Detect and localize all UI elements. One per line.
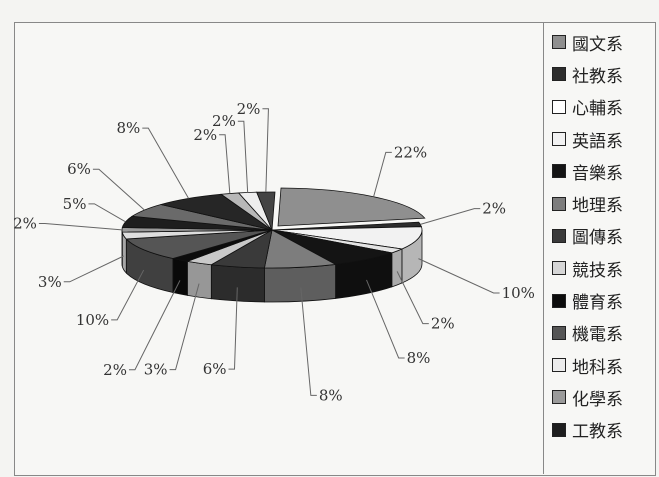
pie-slice-side [186,260,212,300]
pie-data-label: 5% [63,195,87,213]
legend-item: 音樂系 [552,155,656,187]
pie-data-label: 2% [103,361,127,379]
pie-data-label: 22% [394,143,427,161]
pie-data-label: 2% [482,200,506,218]
pie-data-label: 10% [76,311,109,329]
legend-label: 音樂系 [572,163,623,184]
legend-label: 國文系 [572,34,623,55]
leader-line [38,222,123,231]
pie-data-label: 10% [502,284,535,302]
leader-line [111,269,145,321]
legend-item: 地科系 [552,349,656,381]
legend-swatch [552,196,566,211]
pie-slice-side [391,248,403,288]
leader-line [128,280,181,371]
leader-line [228,287,238,370]
legend-item: 體育系 [552,284,656,316]
leader-line [373,151,392,197]
legend-label: 地科系 [572,357,623,378]
legend-label: 社教系 [572,66,623,87]
legend-swatch [552,67,566,82]
legend-label: 心輔系 [572,99,623,120]
leader-line [418,258,500,294]
legend-item: 英語系 [552,123,656,155]
legend-swatch [552,164,566,179]
legend-item: 化學系 [552,381,656,413]
legend-item: 社教系 [552,58,656,90]
legend-item: 地理系 [552,187,656,219]
legend-label: 競技系 [572,260,623,281]
legend-item: 圖傳系 [552,220,656,252]
pie-labels: 22%2%10%2%8%8%6%3%2%10%3%2%5%6%8% 2%2%2% [13,100,535,405]
legend-swatch [552,228,566,243]
legend-swatch [552,261,566,276]
leader-line [169,283,200,371]
legend-label: 圖傳系 [572,228,623,249]
legend-item: 工教系 [552,414,656,446]
pie-data-label: 3% [144,361,168,379]
pie-data-label: 8% [319,386,343,404]
pie-data-label: 6% [203,360,227,378]
pie-data-label: 2% [13,214,37,232]
pie-slice [256,191,276,231]
legend-item: 機電系 [552,317,656,349]
pie-data-label: 8% [407,349,431,367]
legend-label: 地理系 [572,196,623,217]
legend-label: 英語系 [572,131,623,152]
legend-swatch [552,99,566,114]
leader-line [396,271,429,325]
leader-line [420,208,481,225]
pie-tops [121,187,426,269]
pie-slice [271,226,423,250]
leader-line [366,279,405,359]
legend: 國文系社教系心輔系英語系音樂系地理系圖傳系競技系體育系機電系地科系化學系工教系 [552,26,656,446]
legend-swatch [552,35,566,50]
pie-data-label: 8% [117,119,141,137]
pie-data-label: 2% [193,126,217,144]
pie-data-label: 3% [38,273,62,291]
legend-item: 競技系 [552,252,656,284]
legend-swatch [552,390,566,405]
legend-swatch [552,293,566,308]
legend-label: 體育系 [572,293,623,314]
pie-data-label: 2% [212,112,236,130]
leader-line [142,127,189,199]
legend-swatch [552,325,566,340]
pie-slice-side [210,264,265,303]
pie-chart: 22%2%10%2%8%8%6%3%2%10%3%2%5%6%8% 2%2%2% [13,100,535,405]
legend-item: 心輔系 [552,91,656,123]
leader-line [300,287,317,396]
legend-label: 機電系 [572,325,623,346]
legend-swatch [552,132,566,147]
pie-data-label: 2% [431,315,455,333]
leader-line [262,108,269,193]
pie-slice [277,187,426,227]
pie-data-label: 6% [67,160,91,178]
leader-line [63,255,124,283]
leader-line [237,120,249,193]
legend-swatch [552,422,566,437]
leader-line [92,168,145,211]
pie-slice-side [264,263,336,303]
legend-divider [543,22,544,474]
pie-data-label: 2% [237,100,261,118]
leader-line [88,203,126,223]
legend-swatch [552,358,566,373]
leader-line [219,134,231,194]
legend-label: 工教系 [572,422,623,443]
legend-label: 化學系 [572,389,623,410]
legend-item: 國文系 [552,26,656,58]
pie-sides [121,229,423,303]
